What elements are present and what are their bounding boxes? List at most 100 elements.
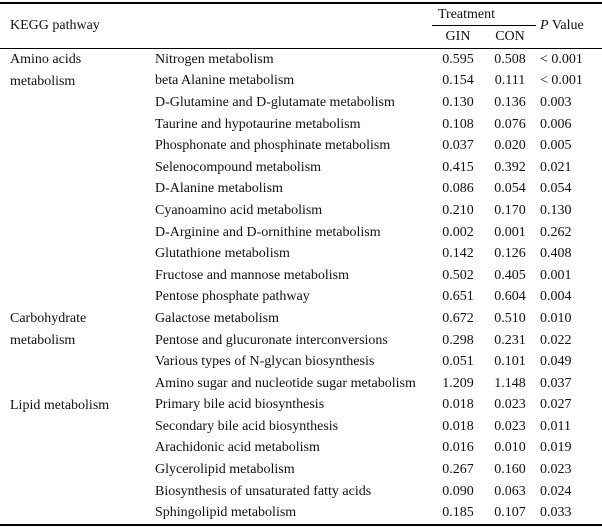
pathway-cell: D-Glutamine and D-glutamate metabolism xyxy=(155,94,395,110)
p-value-cell: 0.011 xyxy=(540,418,571,434)
table-row: D-Alanine metabolism 0.086 0.054 0.054 xyxy=(0,179,602,201)
pathway-cell: beta Alanine metabolism xyxy=(155,73,295,89)
con-value-cell: 0.001 xyxy=(494,224,526,240)
table-row: D-Arginine and D-ornithine metabolism 0.0… xyxy=(0,222,602,244)
pathway-cell: Primary bile acid biosynthesis xyxy=(155,397,325,413)
gin-value-cell: 1.209 xyxy=(442,375,474,391)
con-value-cell: 0.160 xyxy=(494,462,526,478)
table-row: Glutathione metabolism 0.142 0.126 0.408 xyxy=(0,243,602,265)
con-value-cell: 0.010 xyxy=(494,440,526,456)
pathway-cell: Taurine and hypotaurine metabolism xyxy=(155,116,361,132)
pathway-cell: Glutathione metabolism xyxy=(155,246,290,262)
pathway-cell: Galactose metabolism xyxy=(155,310,280,326)
table-row: Lipid metabolism Primary bile acid biosyn… xyxy=(0,395,602,417)
table-row: Selenocompound metabolism 0.415 0.392 0.021 xyxy=(0,157,602,179)
con-value-cell: 1.148 xyxy=(494,375,526,391)
con-value-cell: 0.126 xyxy=(494,246,526,262)
gin-value-cell: 0.086 xyxy=(442,181,474,197)
con-value-cell: 0.392 xyxy=(494,159,526,175)
gin-value-cell: 0.108 xyxy=(442,116,474,132)
con-value-cell: 0.231 xyxy=(494,332,526,348)
p-value-header-rest: Value xyxy=(548,18,584,33)
table-header: KEGG pathway Treatment P Value GIN CON xyxy=(0,3,602,49)
pathway-cell: Biosynthesis of unsaturated fatty acids xyxy=(155,483,372,499)
table-row: Cyanoamino acid metabolism 0.210 0.170 0.13… xyxy=(0,200,602,222)
con-value-cell: 0.076 xyxy=(494,116,526,132)
table-row: Various types of N-glycan biosynthesis 0.… xyxy=(0,351,602,373)
con-value-cell: 0.023 xyxy=(494,418,526,434)
table-row: Biosynthesis of unsaturated fatty acids 0… xyxy=(0,481,602,503)
gin-value-cell: 0.185 xyxy=(442,505,474,521)
con-value-cell: 0.023 xyxy=(494,397,526,413)
con-value-cell: 0.020 xyxy=(494,138,526,154)
category-cell: Carbohydrate metabolism xyxy=(10,311,87,348)
table-row: D-Glutamine and D-glutamate metabolism 0.… xyxy=(0,92,602,114)
table-row: Secondary bile acid biosynthesis 0.018 0.0… xyxy=(0,416,602,438)
con-value-cell: 0.604 xyxy=(494,289,526,305)
table-row: Arachidonic acid metabolism 0.016 0.010 0.0… xyxy=(0,438,602,460)
gin-value-cell: 0.018 xyxy=(442,418,474,434)
pathway-cell: Sphingolipid metabolism xyxy=(155,505,297,521)
gin-value-cell: 0.090 xyxy=(442,483,474,499)
gin-value-cell: 0.595 xyxy=(442,51,474,67)
p-value-cell: 0.130 xyxy=(540,202,572,218)
category-cell: Amino acids metabolism xyxy=(10,52,82,89)
table-row: Phosphonate and phosphinate metabolism 0.… xyxy=(0,135,602,157)
p-value-cell: 0.010 xyxy=(540,310,572,326)
p-value-cell: 0.024 xyxy=(540,483,572,499)
p-value-cell: 0.001 xyxy=(540,267,572,283)
con-value-cell: 0.508 xyxy=(494,51,526,67)
con-value-cell: 0.136 xyxy=(494,94,526,110)
table-row: Pentose phosphate pathway 0.651 0.604 0.004 xyxy=(0,287,602,309)
gin-value-cell: 0.672 xyxy=(442,310,474,326)
table-body: Amino acids metabolism Nitrogen metabolis… xyxy=(0,49,602,526)
con-value-cell: 0.405 xyxy=(494,267,526,283)
gin-value-cell: 0.037 xyxy=(442,138,474,154)
table-row: Pentose and glucuronate interconversions… xyxy=(0,330,602,352)
gin-value-cell: 0.130 xyxy=(442,94,474,110)
con-value-cell: 0.054 xyxy=(494,181,526,197)
gin-value-cell: 0.002 xyxy=(442,224,474,240)
con-value-cell: 0.107 xyxy=(494,505,526,521)
table-row: Sphingolipid metabolism 0.185 0.107 0.033 xyxy=(0,502,602,525)
gin-value-cell: 0.018 xyxy=(442,397,474,413)
pathway-cell: Arachidonic acid metabolism xyxy=(155,440,320,456)
con-value-cell: 0.101 xyxy=(494,354,526,370)
p-value-cell: 0.005 xyxy=(540,138,572,154)
gin-value-cell: 0.016 xyxy=(442,440,474,456)
table-row: Carbohydrate metabolism Galactose metabol… xyxy=(0,308,602,348)
kegg-pathway-column-header: KEGG pathway xyxy=(0,3,432,49)
gin-value-cell: 0.051 xyxy=(442,354,474,370)
con-value-cell: 0.510 xyxy=(494,310,526,326)
gin-column-header: GIN xyxy=(432,25,484,49)
p-value-cell: 0.022 xyxy=(540,332,572,348)
p-value-cell: 0.006 xyxy=(540,116,572,132)
p-value-cell: 0.037 xyxy=(540,375,572,391)
pathway-cell: D-Arginine and D-ornithine metabolism xyxy=(155,224,381,240)
p-value-column-header: P Value xyxy=(536,3,602,49)
pathway-cell: Cyanoamino acid metabolism xyxy=(155,202,323,218)
gin-value-cell: 0.154 xyxy=(442,73,474,89)
p-value-cell: < 0.001 xyxy=(540,73,583,89)
pathway-cell: Glycerolipid metabolism xyxy=(155,462,295,478)
gin-value-cell: 0.142 xyxy=(442,246,474,262)
pathway-cell: Fructose and mannose metabolism xyxy=(155,267,350,283)
p-value-header-italic-p: P xyxy=(540,18,549,33)
gin-value-cell: 0.415 xyxy=(442,159,474,175)
p-value-cell: 0.019 xyxy=(540,440,572,456)
gin-value-cell: 0.298 xyxy=(442,332,474,348)
gin-value-cell: 0.502 xyxy=(442,267,474,283)
p-value-cell: 0.023 xyxy=(540,462,572,478)
p-value-cell: 0.262 xyxy=(540,224,572,240)
con-value-cell: 0.063 xyxy=(494,483,526,499)
pathway-cell: D-Alanine metabolism xyxy=(155,181,283,197)
gin-value-cell: 0.210 xyxy=(442,202,474,218)
p-value-cell: < 0.001 xyxy=(540,51,583,67)
p-value-cell: 0.003 xyxy=(540,94,572,110)
p-value-cell: 0.004 xyxy=(540,289,572,305)
table-row: Taurine and hypotaurine metabolism 0.108 0… xyxy=(0,114,602,136)
table-row: beta Alanine metabolism 0.154 0.111 < 0.001 xyxy=(0,71,602,93)
pathway-cell: Secondary bile acid biosynthesis xyxy=(155,418,339,434)
p-value-cell: 0.021 xyxy=(540,159,572,175)
